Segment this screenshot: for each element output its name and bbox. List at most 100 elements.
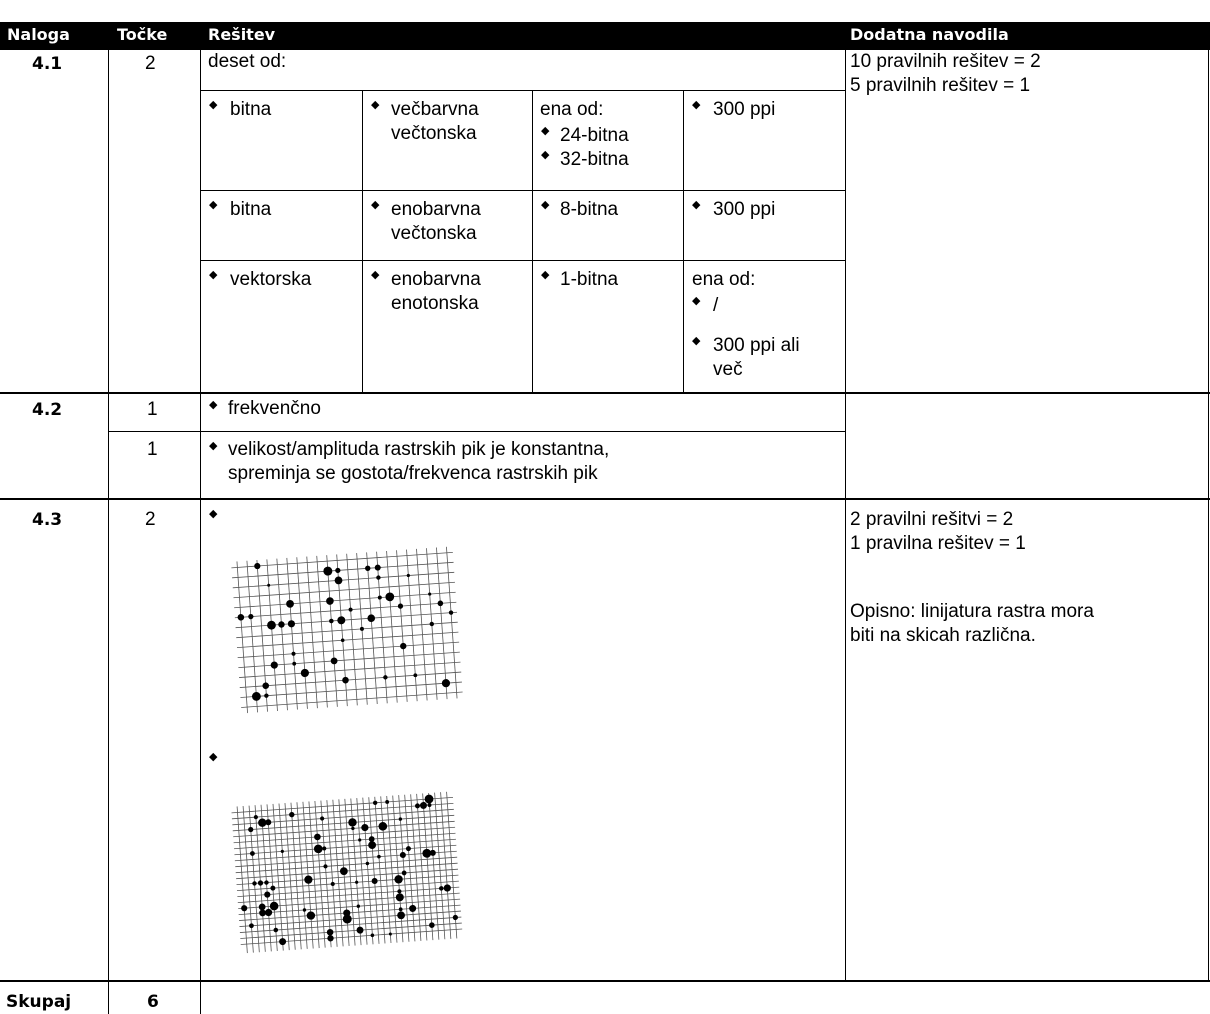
- halftone-dot: [327, 935, 334, 942]
- screen-grid-line: [233, 826, 456, 844]
- halftone-dot: [377, 595, 382, 600]
- cell-r1-c3-b: 32-bitna: [560, 149, 629, 170]
- screen-grid-line: [233, 581, 455, 599]
- screen-grid-line: [320, 800, 332, 948]
- bullet-icon: ◆: [209, 199, 218, 211]
- cell-r3-c4-c: več: [713, 359, 743, 380]
- screen-grid-line: [422, 793, 434, 941]
- screen-grid-line: [356, 798, 368, 945]
- halftone-dot: [448, 610, 454, 615]
- cell-r1-c3-a: 24-bitna: [560, 125, 629, 146]
- screen-grid-line: [237, 886, 460, 904]
- halftone-dot: [429, 849, 436, 856]
- halftone-dot: [419, 801, 427, 809]
- halftone-dot: [424, 794, 434, 804]
- halftone-dot: [306, 911, 315, 920]
- halftone-dot: [401, 870, 407, 876]
- screen-grid-line: [231, 796, 454, 814]
- cell-r1-c2-a: večbarvna: [391, 99, 479, 120]
- grid-line: [0, 48, 1210, 49]
- solution-4-2-a: frekvenčno: [228, 398, 321, 419]
- halftone-dot: [291, 651, 296, 656]
- halftone-dot: [264, 880, 269, 885]
- halftone-dot: [272, 904, 276, 908]
- halftone-dot: [356, 926, 364, 934]
- halftone-dot: [427, 803, 432, 808]
- halftone-dot: [367, 614, 376, 623]
- halftone-dot: [270, 885, 276, 891]
- halftone-dot: [313, 844, 323, 854]
- screen-grid-line: [290, 802, 302, 950]
- grid-line: [200, 22, 201, 1014]
- halftone-dot: [292, 661, 297, 666]
- halftone-dot: [326, 928, 334, 936]
- halftone-dot: [437, 600, 444, 607]
- header-task: Naloga: [7, 25, 70, 44]
- halftone-dot: [323, 566, 333, 576]
- halftone-dot: [262, 682, 269, 690]
- halftone-dot: [368, 841, 377, 850]
- halftone-dot: [330, 881, 335, 887]
- bullet-icon: ◆: [209, 440, 218, 452]
- halftone-dot: [359, 626, 364, 631]
- note-4-1-b: 5 pravilnih rešitev = 1: [850, 75, 1031, 96]
- halftone-dot: [397, 889, 402, 894]
- halftone-dot: [365, 565, 371, 572]
- halftone-dot: [280, 849, 284, 853]
- halftone-dot: [355, 880, 359, 884]
- halftone-dot: [405, 846, 411, 852]
- grid-line: [200, 90, 845, 91]
- cell-r3-c2-b: enotonska: [391, 293, 479, 314]
- halftone-dot: [397, 603, 404, 609]
- halftone-dot: [368, 836, 375, 843]
- halftone-dot: [302, 908, 307, 912]
- screen-grid-line: [232, 561, 454, 579]
- screen-grid-line: [234, 601, 457, 619]
- points-4-3: 2: [145, 509, 156, 530]
- bullet-icon: ◆: [541, 125, 550, 137]
- halftone-dot: [250, 851, 255, 856]
- grid-line: [0, 393, 1210, 394]
- grid-line: [0, 981, 1210, 982]
- screen-grid-line: [254, 805, 266, 952]
- note-4-3-a: 2 pravilni rešitvi = 2: [850, 509, 1014, 530]
- halftone-dot: [356, 904, 361, 908]
- screen-grid-line: [332, 799, 344, 947]
- halftone-dot: [406, 573, 410, 578]
- cell-r2-c2-a: enobarvna: [391, 199, 481, 220]
- grid-line: [200, 190, 845, 191]
- solution-4-2-b2: spreminja se gostota/frekvenca rastrskih…: [228, 463, 598, 484]
- halftone-dot: [286, 599, 294, 608]
- halftone-dot: [394, 875, 403, 884]
- screen-grid-line: [302, 801, 314, 949]
- halftone-dot: [395, 893, 404, 902]
- note-4-3-b: 1 pravilna rešitev = 1: [850, 533, 1026, 554]
- screen-grid-line: [446, 791, 458, 939]
- grid-line: [108, 431, 845, 432]
- halftone-dot: [376, 575, 381, 580]
- task-4-1: 4.1: [32, 54, 63, 74]
- halftone-dot: [335, 567, 341, 574]
- halftone-dot: [253, 815, 258, 820]
- halftone-dot: [320, 816, 325, 821]
- note-4-3-d: Opisno: linijatura rastra mora: [850, 601, 1094, 622]
- screen-grid-line: [374, 796, 386, 944]
- screen-grid-line: [240, 928, 463, 945]
- halftone-dot: [385, 800, 390, 804]
- cell-r2-c4: 300 ppi: [713, 199, 776, 220]
- header-points: Točke: [117, 25, 168, 44]
- halftone-dot: [278, 621, 285, 628]
- bullet-icon: ◆: [692, 99, 701, 111]
- screen-grid-line: [410, 794, 422, 941]
- grid-line: [0, 499, 1210, 500]
- halftone-dot: [385, 592, 395, 602]
- halftone-dot: [429, 922, 435, 928]
- screen-grid-line: [237, 880, 459, 898]
- screen-grid-line: [440, 792, 452, 939]
- cell-r3-c2-a: enobarvna: [391, 269, 481, 290]
- halftone-dot: [422, 848, 432, 858]
- halftone-dot: [257, 880, 264, 886]
- grid-line: [362, 90, 363, 392]
- halftone-dot: [322, 846, 327, 851]
- bullet-icon: ◆: [209, 508, 218, 520]
